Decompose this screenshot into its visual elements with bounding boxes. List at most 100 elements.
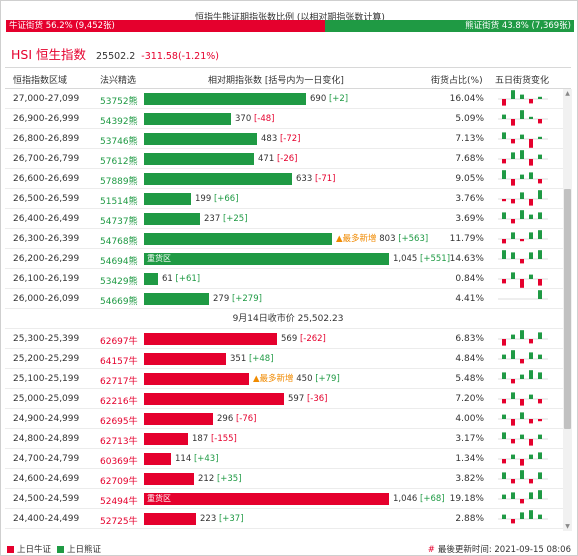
legend-bear-label: 上日熊证 [67, 545, 102, 555]
table-row[interactable]: 26,300-26,399 54768熊 ▲最多新增 803 [+563] 11.79… [5, 229, 571, 249]
table-row[interactable]: 24,600-24,699 62709牛 212 [+35] 3.82% [5, 469, 571, 489]
trend-bar [502, 279, 506, 284]
share-cell: 4.84% [455, 354, 484, 364]
contracts-cell: 199 [+66] [144, 193, 444, 205]
table-row[interactable]: 26,200-26,299 54694熊 重货区 1,045 [+551] 14.63% [5, 249, 571, 269]
five-day-trend [498, 90, 548, 106]
contracts-number: 1,046 [393, 494, 418, 504]
scrollbar[interactable]: ▲ ▼ [563, 89, 572, 531]
contracts-value: 61 [+61] [162, 273, 200, 285]
table-row[interactable]: 25,300-25,399 62697牛 569 [-262] 6.83% [5, 329, 571, 349]
contracts-cell: 370 [-48] [144, 113, 444, 125]
table-row[interactable]: 25,000-25,099 62216牛 597 [-36] 7.20% [5, 389, 571, 409]
table-row[interactable]: 26,800-26,899 53746熊 483 [-72] 7.13% [5, 129, 571, 149]
contracts-bar: 重货区 [144, 253, 389, 265]
share-cell: 5.09% [455, 114, 484, 124]
scroll-up-icon[interactable]: ▲ [565, 90, 570, 97]
table-row[interactable]: 26,400-26,499 54737熊 237 [+25] 3.69% [5, 209, 571, 229]
share-cell: 5.48% [455, 374, 484, 384]
warrant-code-link[interactable]: 52494牛 [100, 497, 138, 507]
warrant-code-link[interactable]: 57889熊 [100, 177, 138, 187]
trend-bar [538, 290, 542, 299]
table-row[interactable]: 24,700-24,799 60369牛 114 [+43] 1.34% [5, 449, 571, 469]
range-cell: 24,700-24,799 [13, 454, 80, 464]
warrant-code-link[interactable]: 57612熊 [100, 157, 138, 167]
share-cell: 2.88% [455, 514, 484, 524]
share-cell: 9.05% [455, 174, 484, 184]
table-row[interactable]: 24,800-24,899 62713牛 187 [-155] 3.17% [5, 429, 571, 449]
warrant-code-link[interactable]: 64157牛 [100, 357, 138, 367]
warrant-code-link[interactable]: 51514熊 [100, 197, 138, 207]
warrant-code-link[interactable]: 62709牛 [100, 477, 138, 487]
table-row[interactable]: 24,400-24,499 52725牛 223 [+37] 2.88% [5, 509, 571, 529]
table-row[interactable]: 26,600-26,699 57889熊 633 [-71] 9.05% [5, 169, 571, 189]
share-cell: 7.20% [455, 394, 484, 404]
scroll-down-icon[interactable]: ▼ [565, 523, 570, 530]
table-row[interactable]: 26,700-26,799 57612熊 471 [-26] 7.68% [5, 149, 571, 169]
table-row[interactable]: 26,100-26,199 53429熊 61 [+61] 0.84% [5, 269, 571, 289]
daily-change: [+68] [420, 494, 445, 504]
trend-bar [538, 154, 542, 159]
last-updated-text: 最後更新时间: 2021-09-15 08:06 [437, 545, 571, 555]
contracts-number: 471 [258, 154, 275, 164]
table-row[interactable]: 24,500-24,599 52494牛 重货区 1,046 [+68] 19.18% [5, 489, 571, 509]
table-row[interactable]: 27,000-27,099 53752熊 690 [+2] 16.04% [5, 89, 571, 109]
share-cell: 4.41% [455, 294, 484, 304]
trend-bar [529, 172, 533, 179]
table-row[interactable]: 24,900-24,999 62695牛 296 [-76] 4.00% [5, 409, 571, 429]
table-row[interactable]: 26,500-26,599 51514熊 199 [+66] 3.76% [5, 189, 571, 209]
contracts-bar [144, 353, 226, 365]
bear-ratio-segment: 熊证街货 43.8% (7,369张) [325, 20, 574, 32]
ratio-title: 恒指牛熊证期指张数比例 (以相对期指张数计算) [195, 13, 385, 23]
table-row[interactable]: 26,000-26,099 54669熊 279 [+279] 4.41% [5, 289, 571, 309]
range-cell: 26,000-26,099 [13, 294, 80, 304]
warrant-code-link[interactable]: 53429熊 [100, 277, 138, 287]
trend-bar [538, 179, 542, 184]
warrant-code-link[interactable]: 54737熊 [100, 217, 138, 227]
table-row[interactable]: 25,100-25,199 62717牛 ▲最多新增 450 [+79] 5.48% [5, 369, 571, 389]
warrant-code-link[interactable]: 62216牛 [100, 397, 138, 407]
contracts-value: 296 [-76] [217, 413, 256, 425]
warrant-code-link[interactable]: 54669熊 [100, 297, 138, 307]
share-cell: 3.82% [455, 474, 484, 484]
trend-bar [520, 374, 524, 379]
trend-bar [511, 392, 515, 399]
contracts-value: ▲最多新增 803 [+563] [336, 233, 428, 245]
five-day-trend [498, 110, 548, 126]
contracts-number: 223 [200, 514, 217, 524]
contracts-cell: 重货区 1,046 [+68] [144, 493, 445, 505]
warrant-code-link[interactable]: 62697牛 [100, 337, 138, 347]
warrant-code-link[interactable]: 62717牛 [100, 377, 138, 387]
trend-bar [529, 159, 533, 166]
warrant-code-link[interactable]: 54392熊 [100, 117, 138, 127]
warrant-code-link[interactable]: 62713牛 [100, 437, 138, 447]
scrollbar-thumb[interactable] [564, 189, 571, 429]
contracts-value: 212 [+35] [198, 473, 242, 485]
table-row[interactable]: 26,900-26,999 54392熊 370 [-48] 5.09% [5, 109, 571, 129]
warrant-code-link[interactable]: 60369牛 [100, 457, 138, 467]
trend-bar [538, 136, 542, 139]
index-summary: HSI 恒生指数 25502.2 -311.58(-1.21%) [11, 44, 219, 62]
five-day-trend [498, 170, 548, 186]
share-cell: 7.68% [455, 154, 484, 164]
warrant-code-link[interactable]: 53746熊 [100, 137, 138, 147]
index-value: 25502.2 [96, 51, 136, 62]
warrant-code-link[interactable]: 52725牛 [100, 517, 138, 527]
warrant-code-link[interactable]: 54768熊 [100, 237, 138, 247]
contracts-bar [144, 273, 158, 285]
contracts-bar [144, 153, 254, 165]
contracts-value: 370 [-48] [235, 113, 274, 125]
range-cell: 26,900-26,999 [13, 114, 80, 124]
trend-bar [511, 152, 515, 159]
daily-change: [-26] [276, 154, 298, 164]
warrant-code-link[interactable]: 54694熊 [100, 257, 138, 267]
warrant-code-link[interactable]: 62695牛 [100, 417, 138, 427]
contracts-cell: 114 [+43] [144, 453, 444, 465]
range-cell: 26,400-26,499 [13, 214, 80, 224]
trend-bar [529, 419, 533, 424]
contracts-value: 483 [-72] [261, 133, 300, 145]
trend-bar [538, 419, 542, 422]
warrant-code-link[interactable]: 53752熊 [100, 97, 138, 107]
table-row[interactable]: 25,200-25,299 64157牛 351 [+48] 4.84% [5, 349, 571, 369]
